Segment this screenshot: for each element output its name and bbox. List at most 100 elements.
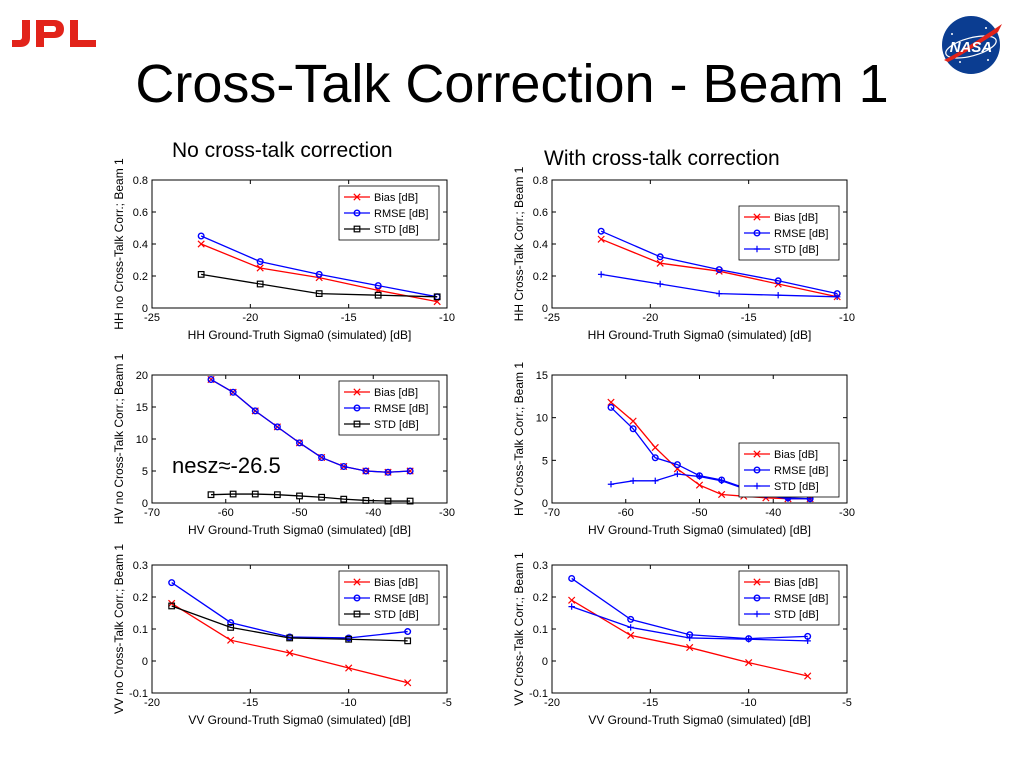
series-line <box>210 378 411 473</box>
data-point <box>568 574 576 582</box>
x-tick-label: -10 <box>741 697 757 709</box>
series-rmse <box>207 375 414 476</box>
x-axis-label: HV Ground-Truth Sigma0 (simulated) [dB] <box>588 523 811 537</box>
legend-marker <box>753 594 761 602</box>
x-tick-label: -10 <box>341 697 357 709</box>
data-point <box>168 602 176 610</box>
data-point <box>715 266 723 274</box>
series-std <box>168 602 412 645</box>
y-axis-label: HH Cross-Talk Corr.; Beam 1 <box>512 166 526 321</box>
y-tick-label: 0 <box>542 656 548 668</box>
legend-marker <box>353 610 361 618</box>
chart-hv-no-correction: -70 -60 -50 -40 -30 0 5 10 15 20 HV Ground-Truth S… <box>100 345 460 540</box>
data-point <box>229 490 237 498</box>
data-point <box>656 280 664 288</box>
y-tick-label: 0.3 <box>133 560 148 572</box>
legend-label: Bias [dB] <box>374 387 418 399</box>
data-point <box>227 623 235 631</box>
y-tick-label: 15 <box>536 370 548 382</box>
y-axis-label: VV Cross-Talk Corr.; Beam 1 <box>512 552 526 706</box>
y-axis-label: HH no Cross-Talk Corr.; Beam 1 <box>112 158 126 330</box>
legend: Bias [dB] RMSE [dB] STD [dB] <box>338 570 440 626</box>
legend: Bias [dB] RMSE [dB] STD [dB] <box>738 442 840 498</box>
y-tick-label: 0.6 <box>533 207 548 219</box>
x-tick-label: -60 <box>618 507 634 519</box>
legend-label: STD [dB] <box>374 224 419 236</box>
data-point <box>686 643 694 652</box>
data-point <box>607 398 615 406</box>
data-point <box>629 417 637 425</box>
x-tick-label: -5 <box>842 697 852 709</box>
jpl-logo <box>12 20 96 47</box>
data-point <box>652 477 659 485</box>
data-point <box>362 467 370 475</box>
legend-marker <box>353 193 361 201</box>
legend-label: Bias [dB] <box>374 192 418 204</box>
y-tick-label: 0.2 <box>133 271 148 283</box>
y-tick-label: 10 <box>136 434 148 446</box>
data-point <box>286 649 294 657</box>
data-point <box>651 443 659 452</box>
x-tick-label: -50 <box>692 507 708 519</box>
series-line <box>171 605 408 642</box>
data-point <box>686 634 693 642</box>
x-tick-label: -15 <box>741 312 757 324</box>
data-point <box>629 425 637 433</box>
data-point <box>696 473 703 480</box>
data-point <box>404 679 412 687</box>
data-point <box>627 615 635 623</box>
legend-label: RMSE [dB] <box>774 465 828 477</box>
data-point <box>745 658 753 667</box>
data-point <box>433 293 441 301</box>
slide-title: Cross-Talk Correction - Beam 1 <box>135 54 889 114</box>
data-point <box>597 271 605 278</box>
series-line <box>171 582 408 639</box>
data-point <box>197 240 205 248</box>
data-point <box>774 292 782 299</box>
chart-vv-with-correction: -20 -15 -10 -5 -0.1 0 0.1 0.2 0.3 VV Ground-Truth… <box>500 535 860 730</box>
legend-label: Bias [dB] <box>774 212 818 224</box>
data-point <box>718 477 725 485</box>
y-tick-label: 0 <box>142 656 148 668</box>
data-point <box>207 491 215 499</box>
data-point <box>745 636 752 643</box>
nesz-annotation: nesz≈-26.5 <box>172 453 281 478</box>
legend-marker <box>753 229 761 237</box>
data-point <box>227 636 235 644</box>
y-tick-label: 20 <box>136 370 148 382</box>
legend-label: Bias [dB] <box>374 577 418 589</box>
x-axis-label: HH Ground-Truth Sigma0 (simulated) [dB] <box>188 328 412 342</box>
series-std <box>597 271 841 300</box>
legend-marker <box>753 213 761 221</box>
y-tick-label: 0.2 <box>533 271 548 283</box>
data-point <box>295 439 303 447</box>
y-tick-label: 0.8 <box>133 175 148 187</box>
x-axis-label: VV Ground-Truth Sigma0 (simulated) [dB] <box>188 713 410 727</box>
data-point <box>273 423 281 431</box>
data-point <box>296 492 303 500</box>
y-tick-label: -0.1 <box>129 688 148 700</box>
data-point <box>673 461 681 469</box>
legend-marker <box>353 578 361 586</box>
legend-marker <box>753 482 761 490</box>
data-point <box>340 463 348 471</box>
data-point <box>404 637 412 645</box>
legend-label: STD [dB] <box>374 419 419 431</box>
data-point <box>256 280 264 288</box>
y-tick-label: -0.1 <box>529 688 548 700</box>
y-tick-label: 0.6 <box>133 207 148 219</box>
legend: Bias [dB] RMSE [dB] STD [dB] <box>738 205 840 261</box>
data-point <box>207 375 215 383</box>
data-point <box>568 596 576 604</box>
data-point <box>804 672 812 680</box>
data-point <box>384 468 392 476</box>
x-tick-label: -70 <box>544 507 560 519</box>
data-point <box>315 290 323 298</box>
legend-label: STD [dB] <box>774 244 819 256</box>
y-axis-label: VV no Cross-Talk Corr.; Beam 1 <box>112 544 126 714</box>
series-line <box>200 235 438 298</box>
legend-marker <box>753 450 761 458</box>
svg-text:NASA: NASA <box>950 39 993 56</box>
chart-hv-with-correction: -70 -60 -50 -40 -30 0 5 10 15 HV Ground-Truth Sig… <box>500 345 860 540</box>
series-line <box>201 273 438 298</box>
